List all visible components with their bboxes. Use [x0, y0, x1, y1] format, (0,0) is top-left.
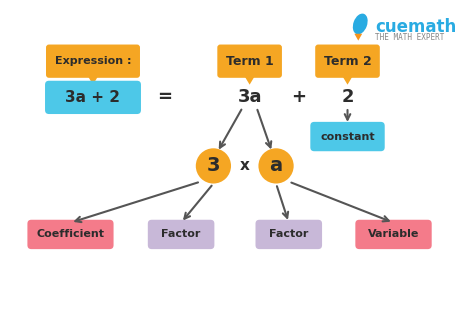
FancyBboxPatch shape [310, 122, 385, 151]
FancyBboxPatch shape [356, 220, 432, 249]
Circle shape [258, 148, 294, 183]
Text: Factor: Factor [269, 229, 309, 239]
FancyBboxPatch shape [315, 44, 380, 78]
Text: 3a: 3a [237, 88, 262, 106]
Text: cuemath: cuemath [375, 18, 456, 36]
Polygon shape [342, 75, 354, 85]
FancyBboxPatch shape [45, 81, 141, 114]
Polygon shape [87, 75, 99, 85]
FancyBboxPatch shape [46, 44, 140, 78]
FancyBboxPatch shape [148, 220, 214, 249]
Text: Term 2: Term 2 [324, 55, 372, 68]
Text: Expression :: Expression : [55, 56, 131, 66]
Text: Coefficient: Coefficient [36, 229, 104, 239]
Text: +: + [291, 88, 306, 106]
Text: Variable: Variable [368, 229, 419, 239]
Text: x: x [240, 158, 250, 173]
Text: Factor: Factor [162, 229, 201, 239]
Text: THE MATH EXPERT: THE MATH EXPERT [375, 33, 444, 42]
Text: =: = [157, 88, 172, 106]
FancyBboxPatch shape [217, 44, 282, 78]
Text: a: a [270, 156, 283, 175]
FancyBboxPatch shape [27, 220, 114, 249]
Text: Term 1: Term 1 [226, 55, 273, 68]
Circle shape [196, 148, 231, 183]
Ellipse shape [353, 14, 368, 34]
Text: 3a + 2: 3a + 2 [65, 90, 120, 105]
Text: 2: 2 [341, 88, 354, 106]
Text: constant: constant [320, 132, 375, 142]
Polygon shape [355, 34, 362, 40]
Polygon shape [244, 75, 255, 85]
FancyBboxPatch shape [255, 220, 322, 249]
Text: 3: 3 [207, 156, 220, 175]
